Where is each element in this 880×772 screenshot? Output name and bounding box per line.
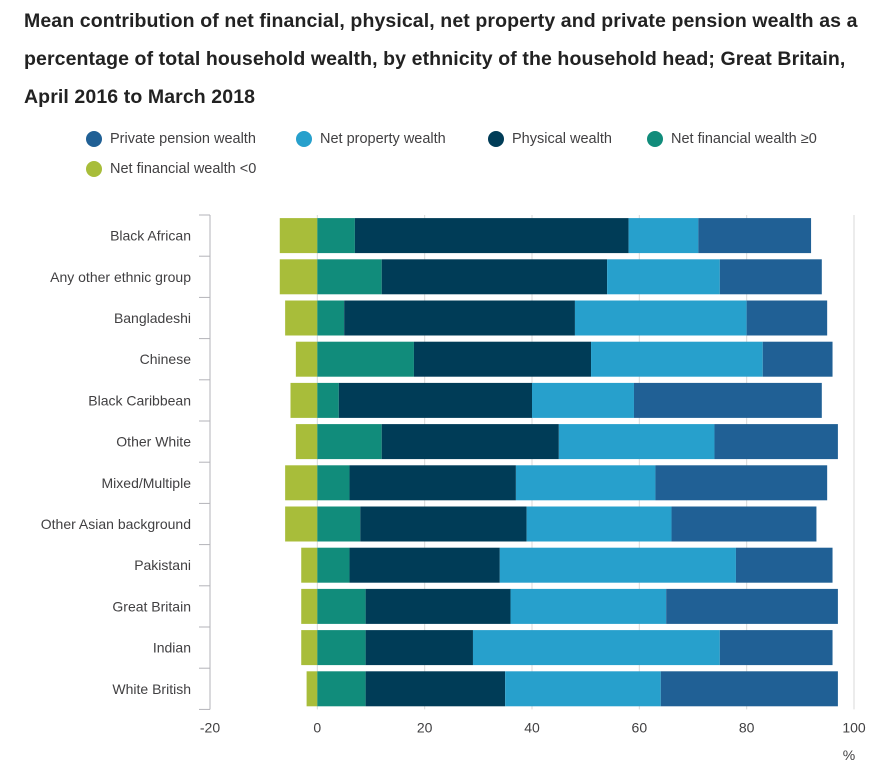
bar-segment: [591, 341, 763, 377]
bar-segment: [317, 259, 382, 295]
legend-swatch: [86, 131, 102, 147]
x-tick-label: -20: [200, 719, 220, 735]
bar-segment: [505, 671, 661, 707]
legend-label: Net financial wealth <0: [110, 161, 257, 177]
legend-label: Net financial wealth ≥0: [671, 131, 817, 147]
category-label: Chinese: [140, 351, 192, 367]
legend-item-private_pension[interactable]: Private pension wealth: [86, 131, 256, 147]
bar-segment: [344, 300, 575, 336]
bar-segment: [719, 259, 822, 295]
bar-segment: [285, 465, 318, 501]
bar-segment: [295, 341, 318, 377]
category-label: White British: [112, 681, 191, 697]
x-tick-label: 100: [842, 719, 866, 735]
bar-segment: [633, 382, 822, 418]
x-tick-label: 40: [524, 719, 540, 735]
bar-segment: [317, 218, 355, 254]
legend-swatch: [647, 131, 663, 147]
bar-segment: [301, 588, 318, 624]
bar-segment: [413, 341, 592, 377]
bar-segment: [317, 671, 366, 707]
legend-item-net_property[interactable]: Net property wealth: [296, 131, 446, 147]
bar-segment: [360, 506, 527, 542]
bar-segment: [671, 506, 817, 542]
bar-segment: [279, 218, 318, 254]
category-label: Mixed/Multiple: [102, 475, 192, 491]
bar-segment: [317, 424, 382, 460]
x-tick-label: 60: [632, 719, 648, 735]
bar-segment: [719, 630, 833, 666]
bar-segment: [574, 300, 747, 336]
bar-segment: [735, 547, 833, 583]
bar-segment: [317, 341, 414, 377]
category-label: Indian: [153, 640, 191, 656]
bar-segment: [285, 506, 318, 542]
legend-label: Physical wealth: [512, 131, 612, 147]
legend-item-physical[interactable]: Physical wealth: [488, 131, 612, 147]
bar-segment: [349, 465, 516, 501]
bar-segment: [628, 218, 699, 254]
bar-segment: [762, 341, 833, 377]
category-label: Pakistani: [134, 557, 191, 573]
bar-segment: [338, 382, 532, 418]
category-label: Black Caribbean: [88, 392, 191, 408]
legend-swatch: [296, 131, 312, 147]
category-label: Bangladeshi: [114, 310, 191, 326]
bar-segment: [349, 547, 500, 583]
bar-segment: [381, 424, 559, 460]
x-tick-label: 0: [313, 719, 321, 735]
bar-segment: [558, 424, 715, 460]
bar-segment: [532, 382, 634, 418]
bar-segment: [365, 630, 473, 666]
bar-segment: [317, 588, 366, 624]
bar-segment: [317, 506, 361, 542]
category-label: Great Britain: [112, 598, 191, 614]
bar-segment: [317, 300, 345, 336]
bar-segment: [510, 588, 667, 624]
category-label: Other White: [116, 434, 191, 450]
bar-segment: [515, 465, 656, 501]
bar-segment: [301, 630, 318, 666]
bar-segment: [285, 300, 318, 336]
bar-segment: [365, 588, 511, 624]
bar-segment: [317, 382, 339, 418]
bar-segment: [472, 630, 720, 666]
legend-label: Net property wealth: [320, 131, 446, 147]
x-axis-label: %: [843, 747, 855, 763]
bar-segment: [301, 547, 318, 583]
category-label: Black African: [110, 228, 191, 244]
bar-segment: [295, 424, 318, 460]
bar-segment: [666, 588, 838, 624]
legend-item-net_financial_pos[interactable]: Net financial wealth ≥0: [647, 131, 817, 147]
bar-segment: [354, 218, 629, 254]
bar-segment: [655, 465, 828, 501]
chart-title: Mean contribution of net financial, phys…: [24, 10, 858, 108]
bar-segment: [279, 259, 318, 295]
x-tick-label: 20: [417, 719, 433, 735]
bar-segment: [317, 465, 350, 501]
bar-segment: [526, 506, 672, 542]
bar-segment: [607, 259, 720, 295]
bar-segment: [499, 547, 736, 583]
bar-segment: [660, 671, 838, 707]
bar-segment: [698, 218, 812, 254]
bar-segment: [317, 547, 350, 583]
bar-segment: [317, 630, 366, 666]
category-label: Any other ethnic group: [50, 269, 191, 285]
legend-item-net_financial_neg[interactable]: Net financial wealth <0: [86, 161, 256, 177]
legend-swatch: [488, 131, 504, 147]
bar-segment: [306, 671, 318, 707]
x-tick-label: 80: [739, 719, 755, 735]
category-label: Other Asian background: [41, 516, 191, 532]
legend-label: Private pension wealth: [110, 131, 256, 147]
bar-segment: [714, 424, 838, 460]
bar-segment: [381, 259, 608, 295]
legend-swatch: [86, 161, 102, 177]
bar-segment: [365, 671, 506, 707]
bar-segment: [290, 382, 318, 418]
bar-segment: [746, 300, 828, 336]
